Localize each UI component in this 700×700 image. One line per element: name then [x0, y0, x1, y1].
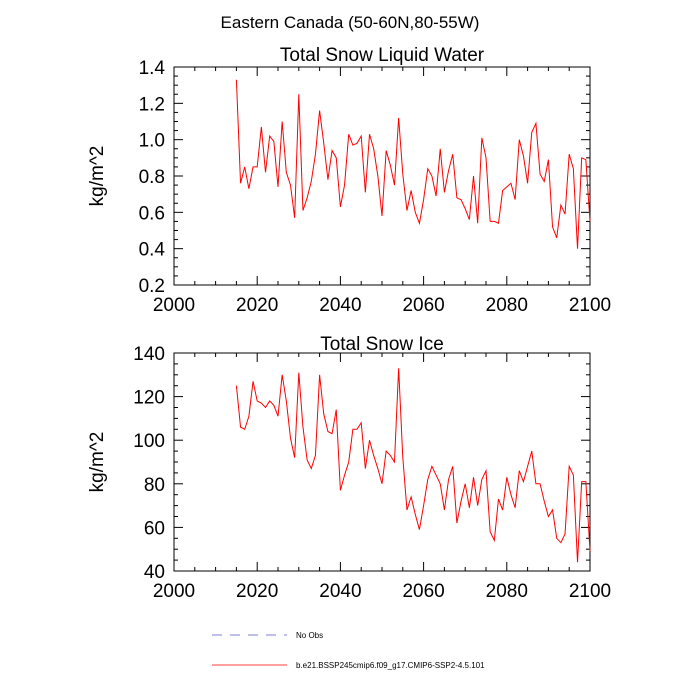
x-tick-label: 2040 — [319, 295, 361, 316]
x-tick-label: 2040 — [319, 581, 361, 602]
series-line-snow-ice — [235, 368, 591, 563]
y-tick-label: 40 — [144, 562, 165, 583]
legend: No Obs b.e21.BSSP245cmip6.f09_g17.CMIP6-… — [212, 631, 485, 670]
y-tick-label: 0.4 — [139, 240, 166, 261]
y-tick-label: 0.8 — [139, 167, 165, 188]
y-axis-label: kg/m^2 — [87, 432, 108, 493]
legend-obs-label: No Obs — [296, 631, 323, 640]
y-tick-label: 0.6 — [139, 203, 165, 224]
x-tick-label: 2060 — [402, 581, 444, 602]
plot-frame — [173, 66, 591, 286]
y-tick-label: 1.0 — [139, 131, 165, 152]
y-axis-label: kg/m^2 — [87, 146, 108, 207]
y-tick-label: 80 — [144, 475, 165, 496]
x-tick-label: 2100 — [569, 581, 611, 602]
x-tick-label: 2060 — [402, 295, 444, 316]
x-tick-label: 2020 — [236, 295, 278, 316]
x-tick-label: 2080 — [486, 295, 528, 316]
x-tick-label: 2100 — [569, 295, 611, 316]
panel-snow-ice: Total Snow Ice 2000 2020 2040 2060 2080 2100 40… — [87, 334, 611, 602]
series-line-liquid-water — [235, 79, 591, 249]
chart-title: Total Snow Liquid Water — [280, 45, 485, 66]
x-tick-label: 2000 — [153, 295, 195, 316]
x-tick-label: 2000 — [153, 581, 195, 602]
chart-title: Total Snow Ice — [320, 334, 444, 355]
x-tick-label: 2080 — [486, 581, 528, 602]
y-tick-label: 1.2 — [139, 94, 165, 115]
y-tick-label: 100 — [133, 431, 165, 452]
y-tick-label: 140 — [133, 344, 165, 365]
panel-snow-liquid-water: Total Snow Liquid Water 2000 2020 2040 2060 2… — [87, 45, 611, 316]
y-tick-label: 0.2 — [139, 276, 165, 297]
legend-model-label: b.e21.BSSP245cmip6.f09_g17.CMIP6-SSP2-4.… — [296, 661, 485, 670]
y-tick-label: 60 — [144, 518, 165, 539]
y-tick-label: 120 — [133, 388, 165, 409]
figure-suptitle: Eastern Canada (50-60N,80-55W) — [221, 13, 480, 32]
x-tick-label: 2020 — [236, 581, 278, 602]
y-tick-label: 1.4 — [139, 58, 166, 79]
